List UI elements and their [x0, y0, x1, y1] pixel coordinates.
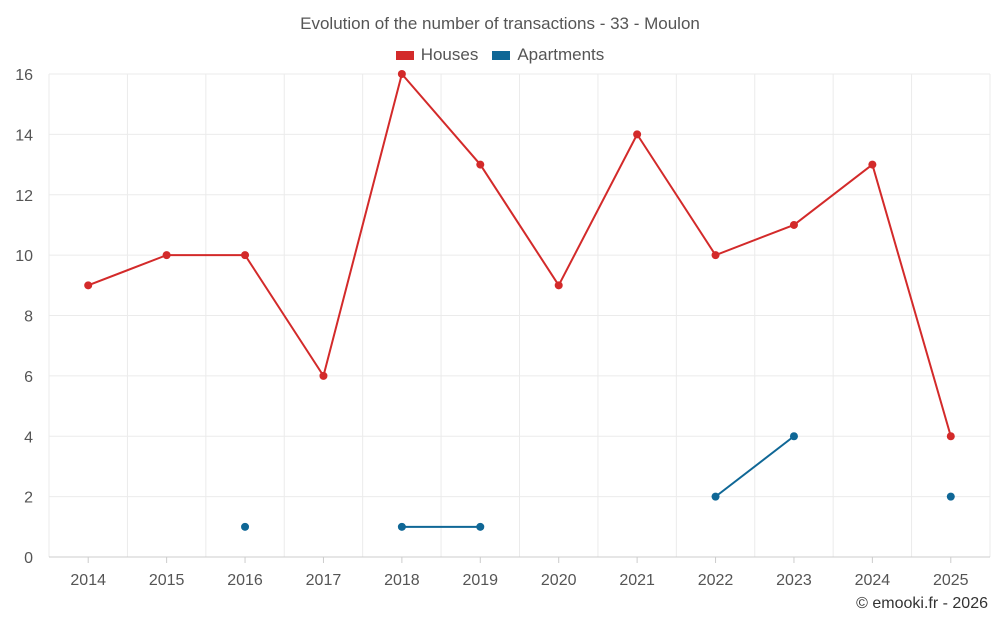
x-tick-label-2019: 2019: [462, 572, 498, 589]
legend-item-apartments[interactable]: Apartments: [492, 45, 604, 65]
legend-label-apartments: Apartments: [517, 45, 605, 64]
apartments-point-2025: [946, 492, 955, 501]
apartments-point-2023: [789, 432, 798, 441]
x-tick-label-2014: 2014: [70, 572, 106, 589]
legend-swatch-houses: [395, 50, 414, 60]
y-tick-label-6: 6: [24, 369, 33, 386]
houses-point-2020: [554, 281, 563, 290]
x-tick-label-2023: 2023: [776, 572, 812, 589]
x-tick-label-2020: 2020: [541, 572, 577, 589]
legend-item-houses[interactable]: Houses: [395, 45, 479, 65]
y-tick-label-8: 8: [24, 309, 33, 326]
houses-point-2015: [162, 251, 171, 260]
x-tick-label-2016: 2016: [227, 572, 263, 589]
houses-line-segment-0: [87, 73, 952, 437]
houses-point-2016: [241, 251, 250, 260]
legend: Houses Apartments: [0, 45, 1000, 65]
legend-label-houses: Houses: [420, 45, 479, 64]
y-tick-label-0: 0: [24, 550, 33, 567]
houses-point-2023: [789, 220, 798, 229]
y-tick-label-4: 4: [24, 429, 33, 446]
x-tick-label-2022: 2022: [698, 572, 734, 589]
houses-point-2021: [633, 130, 642, 139]
houses-point-2024: [868, 160, 877, 169]
x-tick-label-2018: 2018: [384, 572, 420, 589]
y-tick-label-2: 2: [24, 490, 33, 507]
y-tick-label-10: 10: [15, 248, 33, 265]
x-tick-label-2025: 2025: [933, 572, 969, 589]
y-tick-label-14: 14: [15, 127, 33, 144]
x-tick-label-2015: 2015: [149, 572, 185, 589]
houses-point-2025: [946, 432, 955, 441]
chart-title: Evolution of the number of transactions …: [300, 14, 700, 33]
apartments-point-2019: [476, 522, 485, 531]
legend-swatch-apartments: [492, 50, 511, 60]
apartments-point-2018: [397, 522, 406, 531]
houses-point-2014: [84, 281, 93, 290]
apartments-point-2016: [241, 522, 250, 531]
y-tick-label-16: 16: [15, 67, 33, 84]
apartments-point-2022: [711, 492, 720, 501]
houses-point-2018: [397, 70, 406, 78]
houses-point-2017: [319, 371, 328, 380]
houses-point-2022: [711, 251, 720, 260]
y-tick-label-12: 12: [15, 188, 33, 205]
x-tick-label-2017: 2017: [306, 572, 342, 589]
x-tick-label-2021: 2021: [619, 572, 655, 589]
houses-point-2019: [476, 160, 485, 169]
x-tick-label-2024: 2024: [855, 572, 891, 589]
credit-text: © emooki.fr - 2026: [856, 595, 988, 612]
apartments-line-segment-2: [714, 435, 795, 498]
